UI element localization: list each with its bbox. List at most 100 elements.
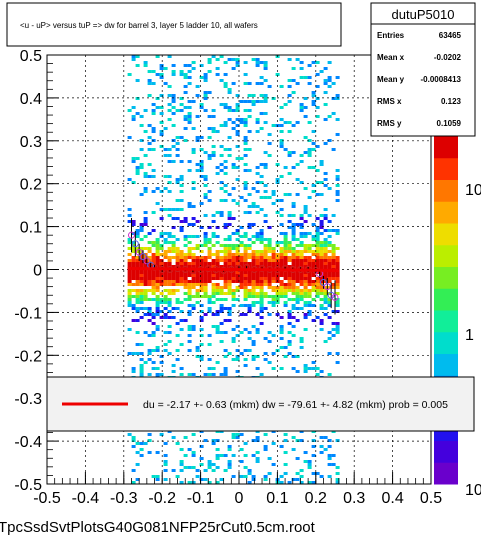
heatmap-cell	[239, 460, 244, 463]
heatmap-cell	[203, 184, 208, 187]
heatmap-cell	[327, 274, 332, 277]
heatmap-cell	[147, 82, 152, 85]
heatmap-cell	[311, 280, 316, 283]
heatmap-cell	[315, 253, 320, 256]
heatmap-cell	[227, 280, 232, 283]
heatmap-cell	[187, 481, 192, 484]
heatmap-cell	[287, 220, 292, 223]
heatmap-cell	[247, 205, 252, 208]
heatmap-cell	[311, 265, 316, 268]
heatmap-cell	[203, 262, 208, 265]
heatmap-cell	[255, 331, 260, 334]
heatmap-cell	[243, 295, 248, 298]
heatmap-cell	[315, 229, 320, 232]
heatmap-cell	[195, 280, 200, 283]
heatmap-cell	[127, 220, 132, 223]
heatmap-cell	[215, 277, 220, 280]
heatmap-cell	[131, 304, 136, 307]
heatmap-cell	[219, 304, 224, 307]
heatmap-cell	[299, 277, 304, 280]
heatmap-cell	[279, 106, 284, 109]
heatmap-cell	[239, 244, 244, 247]
heatmap-cell	[319, 292, 324, 295]
heatmap-cell	[323, 172, 328, 175]
heatmap-cell	[331, 214, 336, 217]
heatmap-cell	[139, 280, 144, 283]
heatmap-cell	[255, 451, 260, 454]
heatmap-cell	[327, 301, 332, 304]
heatmap-cell	[267, 244, 272, 247]
heatmap-cell	[183, 238, 188, 241]
heatmap-cell	[335, 133, 340, 136]
heatmap-cell	[171, 244, 176, 247]
heatmap-cell	[287, 298, 292, 301]
heatmap-cell	[183, 259, 188, 262]
heatmap-cell	[227, 463, 232, 466]
heatmap-cell	[151, 277, 156, 280]
heatmap-cell	[327, 475, 332, 478]
heatmap-cell	[179, 253, 184, 256]
heatmap-cell	[279, 256, 284, 259]
heatmap-cell	[207, 91, 212, 94]
heatmap-cell	[239, 283, 244, 286]
heatmap-cell	[187, 100, 192, 103]
heatmap-cell	[183, 118, 188, 121]
heatmap-cell	[187, 202, 192, 205]
heatmap-cell	[171, 316, 176, 319]
heatmap-cell	[187, 373, 192, 376]
heatmap-cell	[331, 463, 336, 466]
heatmap-cell	[263, 196, 268, 199]
heatmap-cell	[287, 280, 292, 283]
heatmap-cell	[211, 127, 216, 130]
heatmap-cell	[275, 178, 280, 181]
heatmap-cell	[211, 313, 216, 316]
heatmap-cell	[143, 442, 148, 445]
heatmap-cell	[215, 466, 220, 469]
heatmap-cell	[311, 91, 316, 94]
heatmap-cell	[303, 301, 308, 304]
heatmap-cell	[267, 196, 272, 199]
heatmap-cell	[155, 283, 160, 286]
heatmap-cell	[235, 118, 240, 121]
heatmap-cell	[219, 265, 224, 268]
heatmap-cell	[135, 343, 140, 346]
heatmap-cell	[135, 298, 140, 301]
heatmap-cell	[163, 478, 168, 481]
heatmap-cell	[279, 232, 284, 235]
heatmap-cell	[211, 232, 216, 235]
heatmap-cell	[275, 253, 280, 256]
heatmap-cell	[207, 274, 212, 277]
heatmap-cell	[303, 208, 308, 211]
heatmap-cell	[143, 172, 148, 175]
heatmap-cell	[183, 277, 188, 280]
heatmap-cell	[239, 118, 244, 121]
heatmap-cell	[303, 316, 308, 319]
heatmap-cell	[311, 454, 316, 457]
heatmap-cell	[235, 64, 240, 67]
heatmap-cell	[255, 211, 260, 214]
heatmap-cell	[319, 265, 324, 268]
heatmap-cell	[203, 193, 208, 196]
heatmap-cell	[303, 97, 308, 100]
heatmap-cell	[191, 265, 196, 268]
heatmap-cell	[299, 280, 304, 283]
heatmap-cell	[175, 334, 180, 337]
heatmap-cell	[311, 481, 316, 484]
heatmap-cell	[223, 166, 228, 169]
heatmap-cell	[251, 262, 256, 265]
heatmap-cell	[171, 280, 176, 283]
heatmap-cell	[131, 295, 136, 298]
heatmap-cell	[263, 184, 268, 187]
heatmap-cell	[199, 343, 204, 346]
heatmap-cell	[327, 256, 332, 259]
heatmap-cell	[171, 235, 176, 238]
heatmap-cell	[159, 433, 164, 436]
heatmap-cell	[211, 286, 216, 289]
heatmap-cell	[179, 178, 184, 181]
heatmap-cell	[243, 280, 248, 283]
heatmap-cell	[131, 244, 136, 247]
heatmap-cell	[311, 262, 316, 265]
heatmap-cell	[159, 217, 164, 220]
heatmap-cell	[263, 121, 268, 124]
heatmap-cell	[223, 253, 228, 256]
